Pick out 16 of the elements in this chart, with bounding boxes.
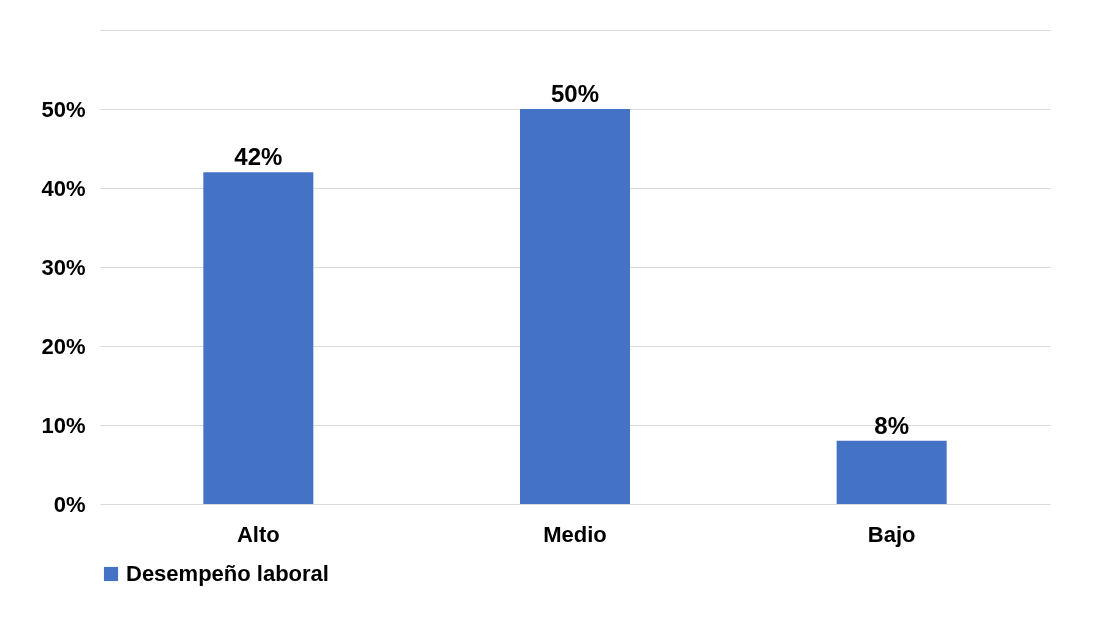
- y-tick-label: 30%: [41, 254, 86, 280]
- y-tick-label: 50%: [41, 96, 86, 122]
- x-tick-label: Medio: [543, 521, 607, 547]
- y-tick-label: 40%: [41, 175, 86, 201]
- bar: [203, 172, 314, 504]
- y-tick-label: 20%: [41, 333, 86, 359]
- y-tick-label: 10%: [41, 412, 86, 438]
- bar: [836, 440, 947, 504]
- y-tick-label: 0%: [53, 491, 86, 517]
- legend-label: Desempeño laboral: [126, 561, 329, 586]
- x-tick-label: Alto: [236, 521, 280, 547]
- bar: [520, 109, 630, 504]
- text: 42%: [234, 143, 283, 171]
- text: 50%: [550, 80, 600, 107]
- text: 8%: [874, 411, 910, 439]
- x-tick-label: Bajo: [867, 521, 916, 547]
